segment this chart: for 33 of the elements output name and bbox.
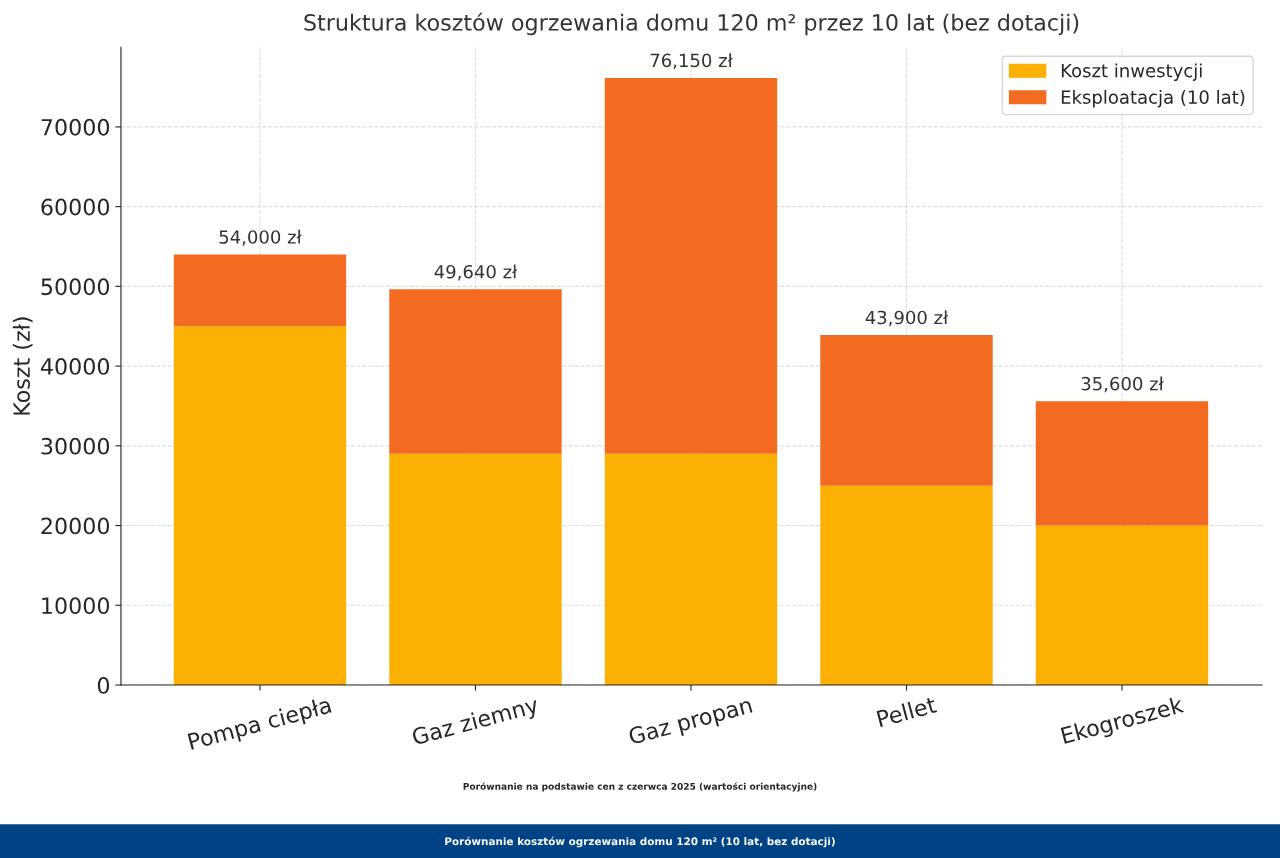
y-tick-label: 20000 [41, 517, 110, 535]
total-label: 76,150 zł [650, 53, 733, 70]
x-tick-label: Gaz ziemny [411, 695, 541, 750]
legend-label: Eksploatacja (10 lat) [1061, 89, 1245, 108]
bar [1035, 525, 1209, 686]
bar [173, 326, 347, 686]
total-label: 35,600 zł [1081, 376, 1164, 393]
legend-label: Koszt inwestycji [1061, 63, 1202, 81]
total-label: 54,000 zł [219, 229, 302, 246]
bar [604, 77, 778, 454]
y-tick-label: 70000 [41, 118, 110, 136]
y-axis-title: Koszt (zł) [12, 317, 33, 415]
x-tick-label: Gaz propan [627, 696, 754, 749]
bar [604, 453, 778, 686]
x-tick-label: Pompa ciepła [187, 695, 333, 755]
total-label: 49,640 zł [434, 264, 518, 281]
bar [1035, 401, 1209, 526]
bar [389, 289, 562, 454]
text: Porównanie kosztów ogrzewania domu 120 m² (10 lat, bez dotacji) [445, 836, 835, 848]
bar [389, 453, 562, 686]
y-tick-label: 50000 [41, 278, 110, 296]
y-tick-label: 10000 [42, 597, 110, 615]
bar [820, 335, 993, 486]
bar [820, 485, 993, 686]
bar [173, 254, 347, 327]
x-tick-label: Pellet [876, 695, 938, 728]
text: Porównanie na podstawie cen z czerwca 2025 (wartości orientacyjne) [463, 782, 817, 792]
y-tick-label: 60000 [41, 198, 110, 216]
y-tick-label: 0 [97, 676, 110, 694]
y-tick-label: 30000 [41, 437, 110, 455]
chart-title: Struktura kosztów ogrzewania domu 120 m² przez 10 lat (bez dotacji) [304, 12, 1079, 36]
total-label: 43,900 zł [865, 310, 949, 327]
y-tick-label: 40000 [40, 358, 110, 375]
